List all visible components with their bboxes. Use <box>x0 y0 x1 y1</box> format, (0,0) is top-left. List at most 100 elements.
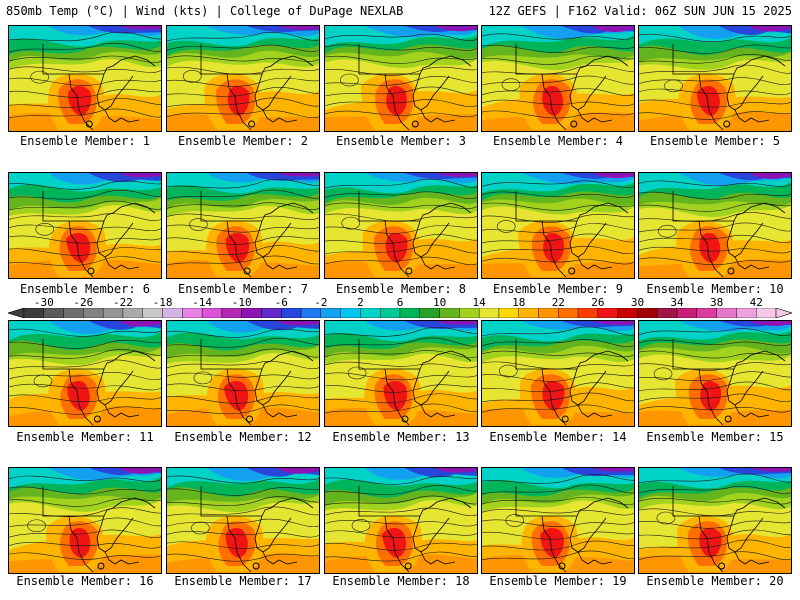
ensemble-member-label: Ensemble Member: 8 <box>335 282 467 296</box>
colorbar-tick-label: 18 <box>512 296 526 309</box>
colorbar-bin <box>261 308 282 318</box>
colorbar-bin <box>281 308 302 318</box>
ensemble-member-map <box>638 320 792 427</box>
ensemble-member-label: Ensemble Member: 9 <box>492 282 624 296</box>
ensemble-member-map <box>8 467 162 574</box>
ensemble-member-map <box>638 172 792 279</box>
colorbar-bin <box>340 308 361 318</box>
colorbar-tick-label: -26 <box>73 296 94 309</box>
ensemble-member-map <box>166 320 320 427</box>
header: 850mb Temp (°C) | Wind (kts) | College o… <box>0 0 800 22</box>
colorbar-bin <box>617 308 638 318</box>
ensemble-member-label: Ensemble Member: 6 <box>19 282 151 296</box>
colorbar-bin <box>320 308 341 318</box>
colorbar-tick-label: -2 <box>314 296 328 309</box>
colorbar-bin <box>23 308 44 318</box>
colorbar-tick-label: 10 <box>432 296 447 309</box>
temperature-field-map <box>325 321 477 426</box>
colorbar-tick-label: -14 <box>192 296 213 309</box>
temperature-field-map <box>482 173 634 278</box>
temperature-field-map <box>167 173 319 278</box>
colorbar-bin <box>162 308 183 318</box>
colorbar-tick-label: 14 <box>472 296 486 309</box>
model-run-info: 12Z GEFS | F162 Valid: 06Z SUN JUN 15 20… <box>488 4 792 18</box>
colorbar-min-arrow <box>8 308 25 318</box>
colorbar-tick-label: -18 <box>152 296 173 309</box>
ensemble-member-map <box>481 320 635 427</box>
colorbar-bin <box>518 308 539 318</box>
temperature-field-map <box>325 468 477 573</box>
colorbar-tick-label: -6 <box>274 296 288 309</box>
colorbar-bin <box>380 308 401 318</box>
ensemble-member-label: Ensemble Member: 4 <box>492 134 624 148</box>
ensemble-member-label: Ensemble Member: 17 <box>174 574 312 588</box>
ensemble-member-label: Ensemble Member: 1 <box>19 134 151 148</box>
colorbar-bin <box>221 308 242 318</box>
colorbar-tick-label: 6 <box>396 296 404 309</box>
ensemble-member-label: Ensemble Member: 5 <box>649 134 781 148</box>
temperature-field-map <box>639 173 791 278</box>
colorbar-bin <box>439 308 460 318</box>
ensemble-member-map <box>324 320 478 427</box>
colorbar-bin <box>736 308 757 318</box>
ensemble-member-map <box>324 172 478 279</box>
colorbar-tick-label: -22 <box>113 296 133 309</box>
ensemble-member-map <box>481 467 635 574</box>
ensemble-member-label: Ensemble Member: 3 <box>335 134 467 148</box>
colorbar-bin <box>102 308 124 318</box>
temperature-field-map <box>9 321 161 426</box>
ensemble-member-map <box>638 25 792 132</box>
ensemble-member-label: Ensemble Member: 12 <box>174 430 312 444</box>
temperature-field-map <box>9 173 161 278</box>
map-title: 850mb Temp (°C) | Wind (kts) | College o… <box>6 4 404 18</box>
colorbar-bin <box>657 308 678 318</box>
temperature-colorbar <box>8 308 792 318</box>
colorbar-bin <box>300 308 322 318</box>
colorbar-tick-label: -10 <box>231 296 252 309</box>
colorbar-tick-labels: -30 -26 -22 -18 -14 -10 -6 -2 2 6 10 14 18 22 26 30 34 38… <box>0 296 800 309</box>
ensemble-member-label: Ensemble Member: 7 <box>177 282 309 296</box>
colorbar-bin <box>241 308 262 318</box>
colorbar-bin <box>399 308 420 318</box>
colorbar-bin <box>696 308 717 318</box>
ensemble-member-label: Ensemble Member: 19 <box>489 574 627 588</box>
temperature-field-map <box>482 321 634 426</box>
ensemble-member-map <box>166 25 320 132</box>
colorbar-tick-label: 34 <box>670 296 684 309</box>
colorbar-tick-label: 30 <box>630 296 645 309</box>
colorbar-tick-label: 22 <box>551 296 565 309</box>
ensemble-member-label: Ensemble Member: 15 <box>646 430 784 444</box>
temperature-field-map <box>325 173 477 278</box>
temperature-field-map <box>9 468 161 573</box>
temperature-field-map <box>167 321 319 426</box>
temperature-field-map <box>482 468 634 573</box>
colorbar-bin <box>43 308 64 318</box>
colorbar-bin <box>63 308 84 318</box>
temperature-field-map <box>639 26 791 131</box>
ensemble-member-map <box>8 172 162 279</box>
colorbar-bin <box>716 308 737 318</box>
colorbar-bin <box>597 308 618 318</box>
colorbar-bin <box>83 308 104 318</box>
colorbar-bin <box>577 308 599 318</box>
colorbar-tick-label: 26 <box>591 296 605 309</box>
ensemble-member-label: Ensemble Member: 2 <box>177 134 309 148</box>
colorbar-tick-label: 38 <box>710 296 724 309</box>
colorbar-bin <box>419 308 440 318</box>
temperature-field-map <box>167 26 319 131</box>
ensemble-member-map <box>8 25 162 132</box>
colorbar-bin <box>360 308 381 318</box>
colorbar-bin <box>498 308 519 318</box>
temperature-field-map <box>325 26 477 131</box>
colorbar-max-arrow <box>775 308 792 318</box>
colorbar-bin <box>201 308 223 318</box>
ensemble-member-map <box>166 172 320 279</box>
ensemble-member-map <box>8 320 162 427</box>
temperature-field-map <box>639 468 791 573</box>
colorbar-bin <box>142 308 163 318</box>
ensemble-member-label: Ensemble Member: 20 <box>646 574 784 588</box>
colorbar-bin <box>756 308 777 318</box>
ensemble-member-map <box>481 25 635 132</box>
ensemble-member-label: Ensemble Member: 11 <box>16 430 154 444</box>
colorbar-bin <box>182 308 203 318</box>
